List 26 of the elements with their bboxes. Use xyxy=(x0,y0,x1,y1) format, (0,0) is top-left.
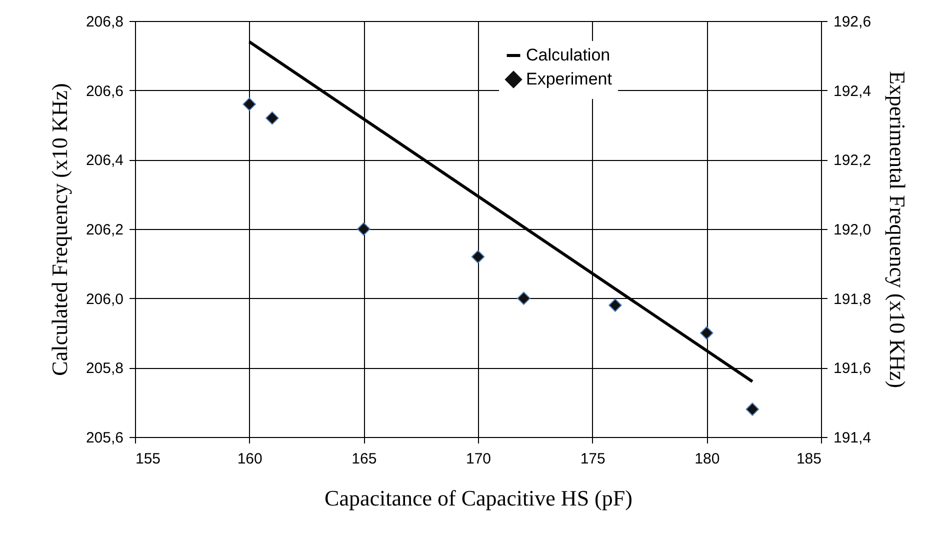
x-tick-label: 165 xyxy=(352,450,377,468)
y-tick-label: 206,8 xyxy=(86,14,124,30)
x-tick-label: 185 xyxy=(796,450,822,468)
x-tick-label: 175 xyxy=(580,450,606,468)
y-tick-label: 206,4 xyxy=(86,152,124,170)
y2-tick-label: 192,2 xyxy=(834,152,872,170)
y-tick-label: 206,2 xyxy=(86,222,124,238)
x-tick-label: 180 xyxy=(694,450,720,468)
x-axis-title: Capacitance of Capacitive HS (pF) xyxy=(324,486,632,510)
y2-tick-label: 191,8 xyxy=(834,290,872,308)
x-tick-label: 155 xyxy=(136,450,161,468)
y-tick-label: 206,6 xyxy=(86,82,124,100)
y2-tick-label: 191,4 xyxy=(834,430,872,446)
y2-tick-label: 192,6 xyxy=(834,14,872,30)
y2-tick-label: 192,0 xyxy=(834,222,872,238)
y2-axis-title: Experimental Frequency (x10 KHz) xyxy=(885,70,910,388)
y2-tick-label: 191,6 xyxy=(834,360,872,378)
x-tick-label: 170 xyxy=(466,450,492,468)
y-tick-label: 205,6 xyxy=(86,430,124,446)
y2-tick-label: 192,4 xyxy=(834,82,872,100)
legend-label: Calculation xyxy=(526,46,610,64)
x-tick-label: 160 xyxy=(237,450,262,468)
y-tick-label: 205,8 xyxy=(86,360,124,378)
legend-label: Experiment xyxy=(526,70,612,88)
y-tick-label: 206,0 xyxy=(86,290,124,308)
y-axis-title: Calculated Frequency (x10 KHz) xyxy=(46,83,72,376)
